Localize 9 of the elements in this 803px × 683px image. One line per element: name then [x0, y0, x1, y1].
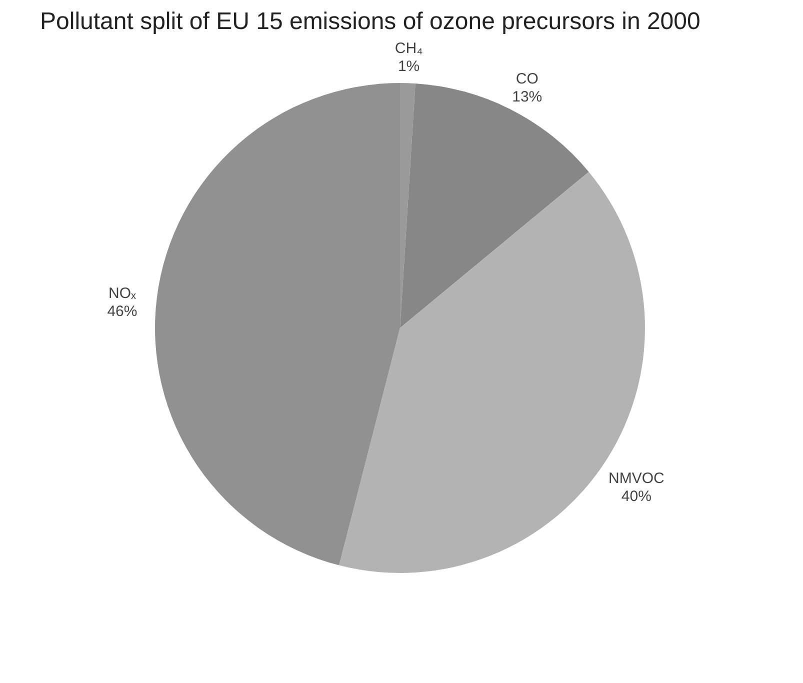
- slice-label: NMVOC: [608, 470, 664, 488]
- data-label: 46%: [107, 302, 138, 320]
- data-label: 40%: [621, 488, 652, 506]
- data-label: 13%: [512, 88, 542, 106]
- slice-label: CH₄: [394, 40, 423, 58]
- slice-label: NOₓ: [108, 284, 136, 302]
- slice-label: CO: [516, 70, 538, 88]
- chart-title: Pollutant split of EU 15 emissions of ozone precursors in 2000: [40, 8, 700, 35]
- data-label: 1%: [398, 58, 420, 76]
